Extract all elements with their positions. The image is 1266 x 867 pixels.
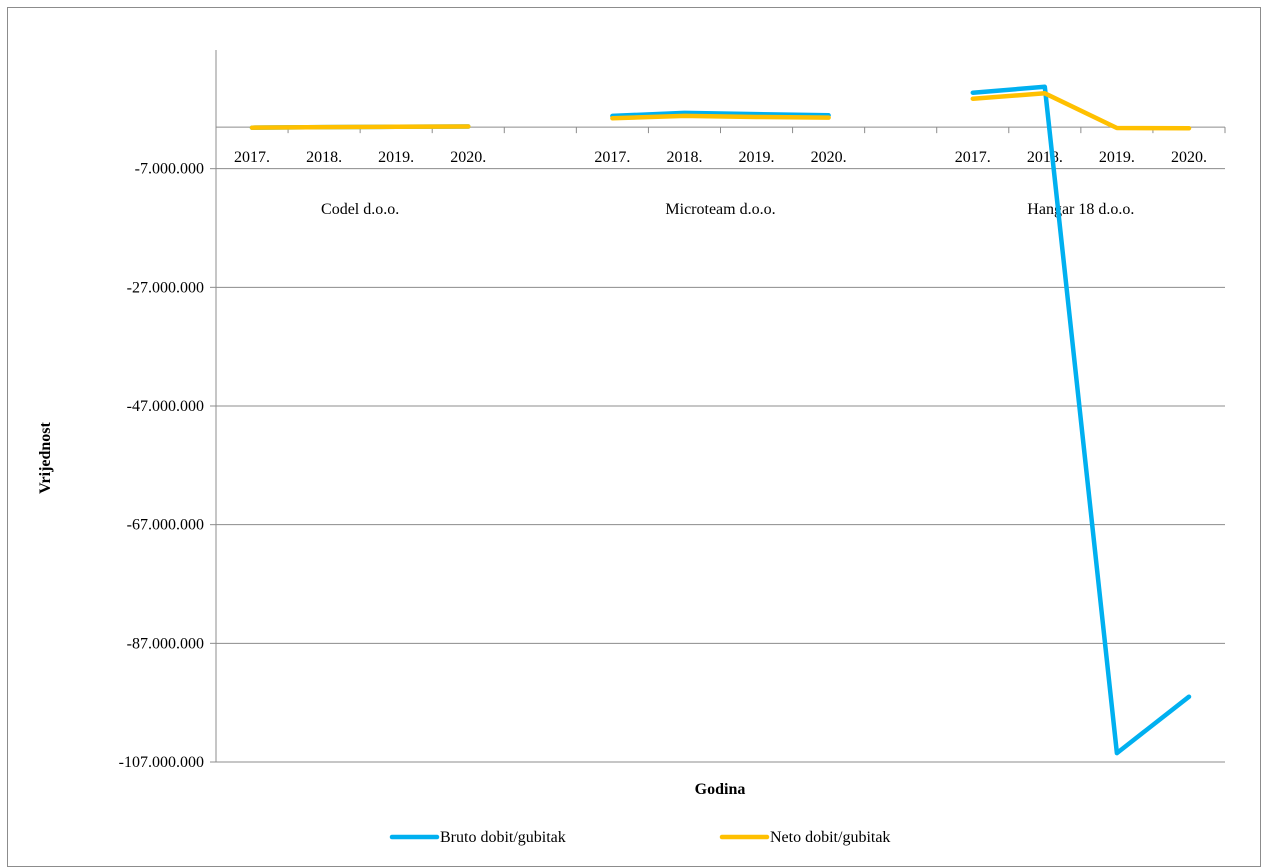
category-label: 2019.: [378, 149, 414, 166]
series-line-bruto: [970, 84, 1192, 756]
y-tick-label: -87.000.000: [127, 635, 204, 652]
category-label: 2018.: [306, 149, 342, 166]
category-label: 2018.: [1027, 149, 1063, 166]
legend-label: Bruto dobit/gubitak: [440, 829, 566, 846]
series-line-bruto: [610, 110, 831, 119]
group-label: Microteam d.o.o.: [665, 201, 775, 218]
category-label: 2019.: [739, 149, 775, 166]
series-line-neto: [610, 113, 831, 121]
legend: Bruto dobit/gubitak Neto dobit/gubitak: [389, 829, 890, 846]
legend-label: Neto dobit/gubitak: [770, 829, 890, 846]
y-tick-label: -47.000.000: [127, 398, 204, 415]
category-label: 2020.: [811, 149, 847, 166]
category-label: 2017.: [594, 149, 630, 166]
y-tick-label: -7.000.000: [135, 161, 204, 178]
category-label: 2020.: [1171, 149, 1207, 166]
category-label: 2020.: [450, 149, 486, 166]
gridlines: [216, 168, 1225, 763]
y-tick-label: -27.000.000: [127, 279, 204, 296]
category-label: 2017.: [955, 149, 991, 166]
category-label: 2018.: [666, 149, 702, 166]
y-axis: -7.000.000 -27.000.000 -47.000.000 -67.000.…: [119, 50, 217, 771]
group-label: Codel d.o.o.: [321, 201, 399, 218]
y-tick-label: -107.000.000: [119, 754, 204, 771]
y-axis-title: Vrijednost: [37, 421, 54, 493]
series-lines: [249, 84, 1192, 756]
category-label: 2017.: [234, 149, 270, 166]
category-label: 2019.: [1099, 149, 1135, 166]
group-label: Hangar 18 d.o.o.: [1027, 201, 1134, 218]
y-tick-label: -67.000.000: [127, 517, 204, 534]
x-axis: 2017. 2018. 2019. 2020. Codel d.o.o. 2017. 201…: [215, 126, 1226, 218]
series-line-neto: [249, 124, 471, 130]
x-axis-title: Godina: [695, 781, 746, 798]
series-line-neto: [970, 91, 1192, 131]
